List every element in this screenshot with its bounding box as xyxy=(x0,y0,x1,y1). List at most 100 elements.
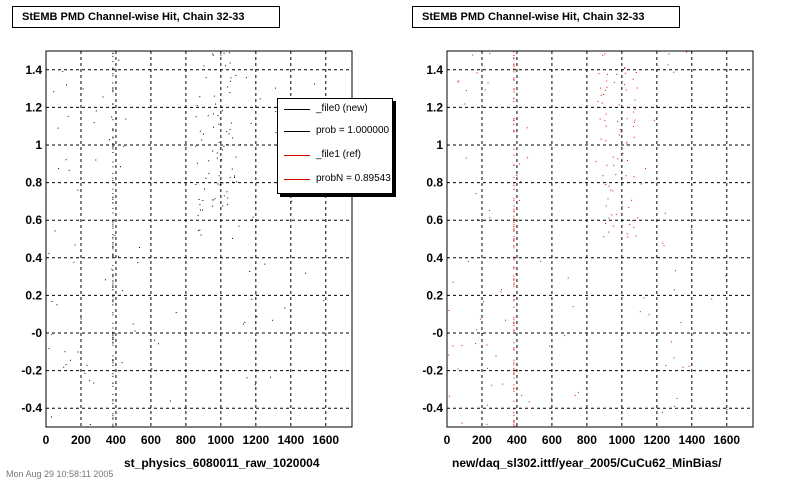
data-point-108 xyxy=(200,234,202,236)
data-point-streak-54 xyxy=(112,314,114,316)
data-point-165 xyxy=(639,311,641,313)
data-point-streak-95 xyxy=(112,68,114,70)
data-point-streak-73 xyxy=(513,420,515,422)
data-point-166 xyxy=(271,319,273,321)
y-tick-label-3: 0.2 xyxy=(426,288,443,302)
data-point-46 xyxy=(526,127,528,129)
data-point-49 xyxy=(132,323,134,325)
data-point-44 xyxy=(86,364,88,366)
x-tick-label-1: 200 xyxy=(472,433,492,447)
data-point-streak-51 xyxy=(513,130,515,132)
data-point-5 xyxy=(461,422,463,424)
data-point-streak-45 xyxy=(513,211,515,213)
data-point-streak-22 xyxy=(513,299,515,301)
data-point-streak-91 xyxy=(513,78,515,80)
data-point-99 xyxy=(213,95,215,97)
data-point-151 xyxy=(690,228,692,230)
data-point-streak-29 xyxy=(112,355,114,357)
data-point-69 xyxy=(215,103,217,105)
data-point-132 xyxy=(234,175,235,177)
data-point-streak-61 xyxy=(112,247,114,249)
data-point-streak-98 xyxy=(112,256,114,257)
data-point-89 xyxy=(199,130,201,132)
data-point-111 xyxy=(197,215,199,217)
data-point-streak-20 xyxy=(513,316,515,318)
data-point-streak-104 xyxy=(112,338,114,340)
data-point-165 xyxy=(291,200,293,202)
data-point-streak-65 xyxy=(112,67,114,69)
data-point-streak-46 xyxy=(112,336,114,338)
data-point-87 xyxy=(219,184,221,186)
data-point-streak-90 xyxy=(112,255,114,257)
data-point-119 xyxy=(624,68,626,69)
data-point-streak-20 xyxy=(112,403,114,405)
data-point-23 xyxy=(82,88,84,90)
data-point-streak-115 xyxy=(112,91,114,93)
data-point-streak-59 xyxy=(112,177,114,179)
data-point-82 xyxy=(635,72,637,73)
data-point-17 xyxy=(62,71,64,73)
data-point-158 xyxy=(665,365,667,367)
data-point-166 xyxy=(645,168,646,170)
data-point-streak-47 xyxy=(112,333,114,335)
data-point-streak-85 xyxy=(513,215,515,217)
y-tick-label-7: 1 xyxy=(35,138,42,152)
data-point-27 xyxy=(112,82,114,84)
data-point-streak-86 xyxy=(513,286,515,288)
data-point-116 xyxy=(196,162,198,164)
data-point-132 xyxy=(634,119,636,121)
data-point-streak-43 xyxy=(513,58,515,60)
data-point-streak-32 xyxy=(112,75,114,77)
data-point-76 xyxy=(212,54,214,56)
data-point-134 xyxy=(610,189,612,191)
data-point-streak-37 xyxy=(513,71,515,73)
data-point-118 xyxy=(624,67,626,69)
data-point-105 xyxy=(605,223,606,224)
data-point-160 xyxy=(640,183,642,185)
data-point-101 xyxy=(604,53,606,55)
data-point-streak-67 xyxy=(112,413,114,415)
legend-label-probn: probN = 0.89543 xyxy=(316,173,391,184)
data-point-streak-82 xyxy=(112,146,114,148)
data-point-136 xyxy=(232,237,233,239)
data-point-33 xyxy=(475,343,477,345)
data-point-22 xyxy=(70,359,71,361)
data-point-streak-99 xyxy=(112,238,114,240)
x-tick-label-5: 1000 xyxy=(208,433,235,447)
data-point-streak-15 xyxy=(112,344,114,346)
data-point-157 xyxy=(648,314,650,316)
data-point-155 xyxy=(662,242,664,244)
data-point-84 xyxy=(622,152,624,154)
data-point-91 xyxy=(602,175,604,177)
data-point-140 xyxy=(682,366,684,368)
data-point-37 xyxy=(491,384,493,386)
data-point-streak-35 xyxy=(112,136,114,138)
data-point-61 xyxy=(205,177,207,179)
data-point-144 xyxy=(725,275,727,277)
data-point-110 xyxy=(230,122,232,124)
data-point-streak-97 xyxy=(112,236,114,238)
data-point-21 xyxy=(515,425,517,427)
data-point-71 xyxy=(227,86,229,88)
data-point-20 xyxy=(111,268,113,270)
y-tick-label-9: 1.4 xyxy=(25,63,42,77)
data-point-streak-1 xyxy=(513,330,515,332)
data-point-70 xyxy=(600,87,602,89)
data-point-41 xyxy=(65,159,67,161)
data-point-138 xyxy=(670,341,672,343)
data-point-105 xyxy=(212,53,214,55)
y-tick-label-5: 0.6 xyxy=(426,213,443,227)
data-point-streak-1 xyxy=(112,107,114,109)
data-point-69 xyxy=(615,174,617,176)
data-point-59 xyxy=(615,213,617,215)
data-point-112 xyxy=(607,198,609,200)
data-point-streak-64 xyxy=(112,360,114,362)
y-tick-label-0: -0.4 xyxy=(422,401,443,415)
data-point-114 xyxy=(195,116,197,118)
data-point-streak-37 xyxy=(112,166,114,168)
data-point-streak-117 xyxy=(513,387,515,389)
data-point-streak-118 xyxy=(513,362,515,364)
data-point-67 xyxy=(618,104,620,106)
data-point-streak-6 xyxy=(513,119,515,121)
data-point-streak-39 xyxy=(112,87,114,89)
